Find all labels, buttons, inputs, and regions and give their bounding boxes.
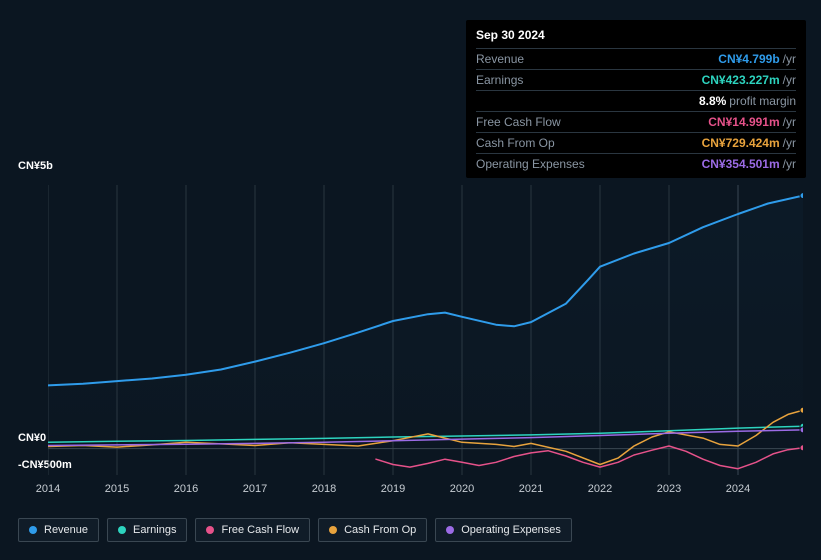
series-end-dot bbox=[800, 193, 803, 199]
tooltip-row-label: Operating Expenses bbox=[476, 156, 585, 172]
series-end-dot bbox=[800, 407, 803, 413]
legend-label: Cash From Op bbox=[344, 524, 416, 536]
xaxis-tick: 2019 bbox=[381, 483, 405, 495]
tooltip-row-label: Earnings bbox=[476, 72, 523, 88]
tooltip-row-label: Revenue bbox=[476, 51, 524, 67]
xaxis-tick: 2024 bbox=[726, 483, 750, 495]
tooltip-row: 8.8%profit margin bbox=[476, 91, 796, 112]
tooltip-row-suffix: /yr bbox=[783, 114, 796, 130]
legend-item-cfo[interactable]: Cash From Op bbox=[318, 518, 427, 542]
series-end-dot bbox=[800, 445, 803, 451]
tooltip-row-value: CN¥4.799b bbox=[718, 51, 779, 67]
yaxis-tick-max: CN¥5b bbox=[18, 160, 53, 172]
tooltip-row: Earnings CN¥423.227m/yr bbox=[476, 70, 796, 91]
xaxis-tick: 2021 bbox=[519, 483, 543, 495]
chart-tooltip: Sep 30 2024 Revenue CN¥4.799b/yr Earnings C… bbox=[466, 20, 806, 178]
tooltip-row-label: Free Cash Flow bbox=[476, 114, 561, 130]
tooltip-row: Cash From Op CN¥729.424m/yr bbox=[476, 133, 796, 154]
legend-dot-icon bbox=[206, 526, 214, 534]
legend-dot-icon bbox=[118, 526, 126, 534]
tooltip-row-suffix: /yr bbox=[783, 72, 796, 88]
legend-item-opex[interactable]: Operating Expenses bbox=[435, 518, 572, 542]
xaxis-tick: 2022 bbox=[588, 483, 612, 495]
legend-dot-icon bbox=[446, 526, 454, 534]
tooltip-row-value: CN¥729.424m bbox=[702, 135, 780, 151]
legend-dot-icon bbox=[29, 526, 37, 534]
legend-dot-icon bbox=[329, 526, 337, 534]
xaxis-tick: 2020 bbox=[450, 483, 474, 495]
line-chart bbox=[48, 185, 803, 475]
tooltip-row-value: 8.8% bbox=[699, 93, 726, 109]
tooltip-row-label: Cash From Op bbox=[476, 135, 555, 151]
xaxis-tick: 2017 bbox=[243, 483, 267, 495]
series-fcf bbox=[376, 446, 803, 469]
legend-label: Free Cash Flow bbox=[221, 524, 299, 536]
tooltip-row-suffix: /yr bbox=[783, 135, 796, 151]
tooltip-row-value: CN¥354.501m bbox=[702, 156, 780, 172]
legend-label: Operating Expenses bbox=[461, 524, 561, 536]
legend-item-earnings[interactable]: Earnings bbox=[107, 518, 187, 542]
xaxis-labels: 2014201520162017201820192020202120222023… bbox=[48, 483, 803, 501]
tooltip-date: Sep 30 2024 bbox=[476, 26, 796, 49]
tooltip-row-value: CN¥14.991m bbox=[708, 114, 779, 130]
tooltip-row-suffix: /yr bbox=[783, 51, 796, 67]
xaxis-tick: 2018 bbox=[312, 483, 336, 495]
chart-legend: Revenue Earnings Free Cash Flow Cash From O… bbox=[18, 518, 572, 542]
tooltip-row-suffix: /yr bbox=[783, 156, 796, 172]
tooltip-row: Free Cash Flow CN¥14.991m/yr bbox=[476, 112, 796, 133]
yaxis-tick-zero: CN¥0 bbox=[18, 432, 46, 444]
xaxis-tick: 2016 bbox=[174, 483, 198, 495]
tooltip-row: Revenue CN¥4.799b/yr bbox=[476, 49, 796, 70]
tooltip-row: Operating Expenses CN¥354.501m/yr bbox=[476, 154, 796, 174]
xaxis-tick: 2023 bbox=[657, 483, 681, 495]
legend-label: Earnings bbox=[133, 524, 176, 536]
tooltip-row-suffix: profit margin bbox=[729, 93, 796, 109]
xaxis-tick: 2014 bbox=[36, 483, 60, 495]
legend-label: Revenue bbox=[44, 524, 88, 536]
series-end-dot bbox=[800, 427, 803, 433]
chart-svg bbox=[48, 185, 803, 475]
legend-item-fcf[interactable]: Free Cash Flow bbox=[195, 518, 310, 542]
legend-item-revenue[interactable]: Revenue bbox=[18, 518, 99, 542]
tooltip-row-value: CN¥423.227m bbox=[702, 72, 780, 88]
xaxis-tick: 2015 bbox=[105, 483, 129, 495]
